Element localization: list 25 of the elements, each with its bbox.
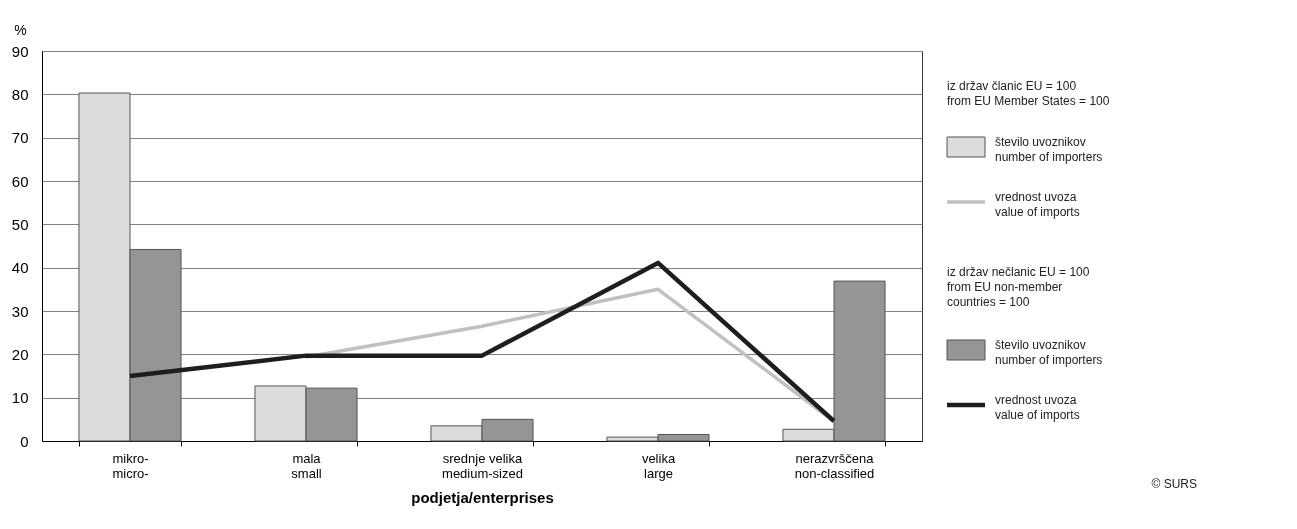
y-tick-label: 20	[11, 345, 29, 363]
legend-label: število uvoznikov number of importers	[995, 338, 1103, 367]
legend-label: število uvoznikov number of importers	[995, 135, 1103, 164]
x-tick-label: nerazvrščena non-classified	[794, 450, 875, 481]
y-axis-title: %	[14, 21, 27, 38]
y-tick-label: 60	[11, 172, 29, 190]
x-tick-label: velika large	[641, 450, 676, 481]
text: iz držav članic EU = 100 from EU Member States = 100	[947, 79, 1110, 108]
y-tick-label: 50	[11, 215, 29, 233]
legend-label: vrednost uvoza value of imports	[995, 393, 1080, 422]
y-tick-label: 40	[11, 259, 29, 277]
text: © SURS	[1151, 477, 1197, 491]
x-tick-label: srednje velika medium-sized	[442, 450, 524, 481]
x-axis-title: podjetja/enterprises	[411, 488, 554, 506]
text: iz držav nečlanic EU = 100 from EU non-member countries = 100	[947, 265, 1090, 309]
y-tick-label: 80	[11, 85, 29, 103]
legend-label: vrednost uvoza value of imports	[995, 190, 1080, 219]
y-tick-label: 10	[11, 389, 29, 407]
line-series	[127, 260, 837, 424]
y-tick-label: 70	[11, 129, 29, 147]
x-tick-label: mala small	[291, 450, 322, 481]
x-tick-label: mikro- micro-	[112, 450, 149, 481]
y-tick-label: 90	[11, 42, 29, 60]
y-tick-label: 0	[20, 432, 29, 450]
y-tick-label: 30	[11, 302, 29, 320]
